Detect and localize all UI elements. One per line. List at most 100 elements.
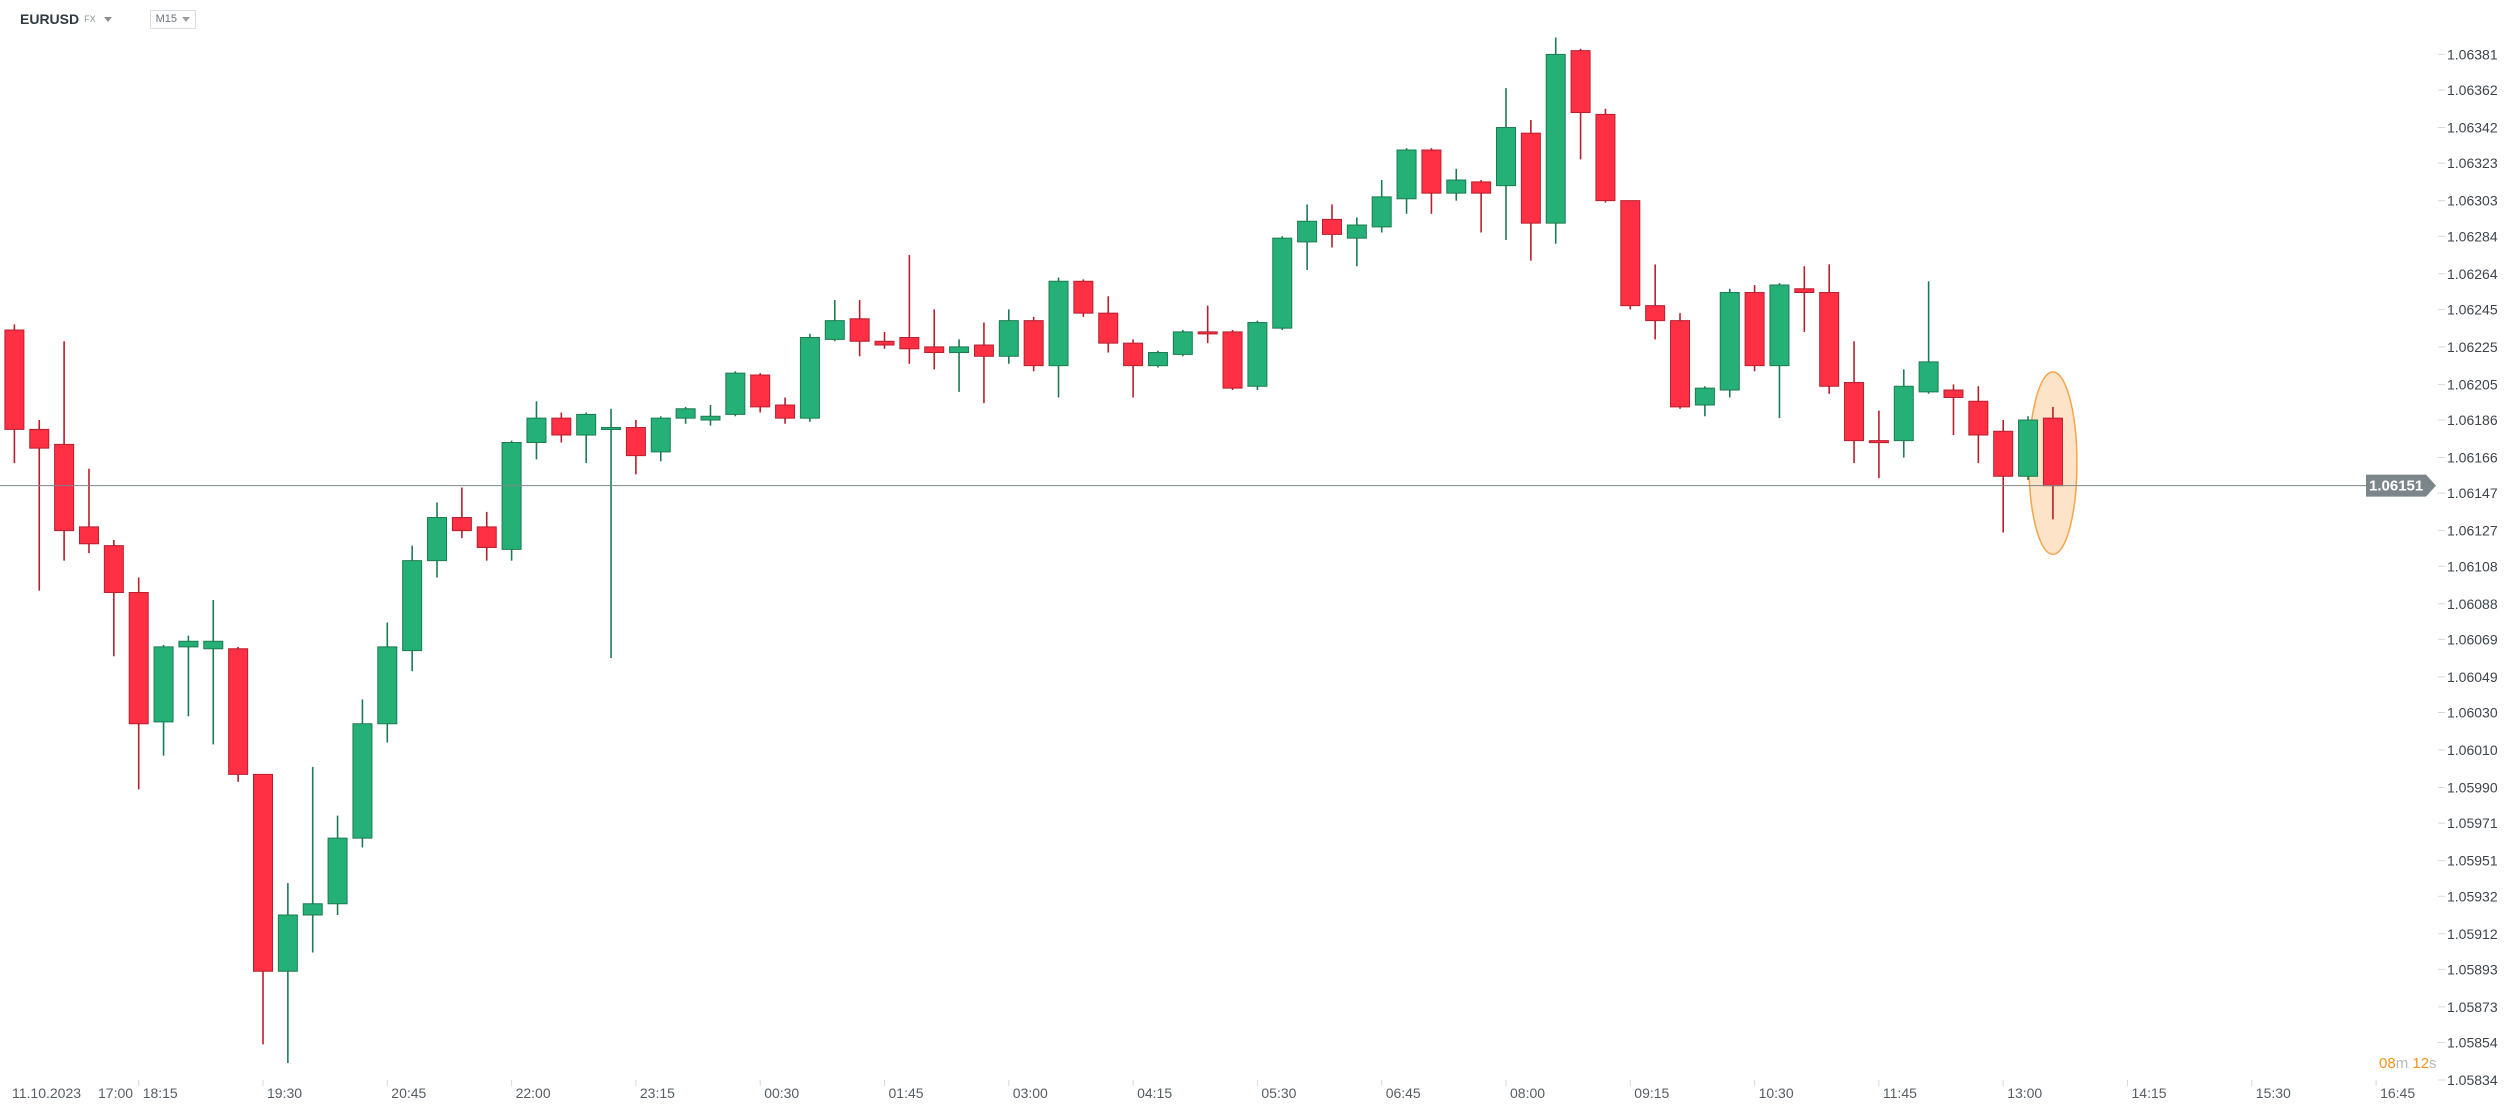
timeframe-select[interactable]: M15 (149, 9, 197, 29)
candle[interactable] (2042, 406, 2063, 520)
candle[interactable] (1023, 316, 1044, 372)
candle[interactable] (1073, 279, 1094, 317)
candle[interactable] (352, 699, 373, 848)
candle[interactable] (973, 322, 994, 404)
candle[interactable] (998, 309, 1019, 364)
y-tick-label: 1.06362 (2447, 82, 2498, 98)
candle[interactable] (874, 331, 895, 349)
candle[interactable] (78, 468, 99, 554)
candle-body (1918, 361, 1939, 393)
candle[interactable] (1794, 266, 1815, 332)
candle-body (1147, 352, 1168, 367)
candle[interactable] (924, 309, 945, 370)
candle-body (949, 346, 970, 354)
candle[interactable] (551, 412, 572, 443)
candle[interactable] (451, 487, 472, 539)
candle[interactable] (1297, 204, 1318, 271)
candle[interactable] (1943, 384, 1964, 436)
candle[interactable] (675, 406, 696, 424)
candle[interactable] (4, 324, 25, 464)
candle[interactable] (1346, 217, 1367, 267)
candle[interactable] (1496, 88, 1516, 241)
candle-body (451, 517, 472, 532)
candle[interactable] (1595, 108, 1616, 203)
candle[interactable] (54, 341, 75, 561)
candle[interactable] (1918, 281, 1939, 394)
candle[interactable] (128, 577, 149, 790)
candle[interactable] (103, 540, 124, 657)
candle[interactable] (377, 622, 398, 743)
candle[interactable] (1147, 350, 1168, 368)
candle[interactable] (1520, 120, 1541, 261)
candle[interactable] (1620, 200, 1641, 310)
candle[interactable] (1172, 330, 1193, 357)
candle-body (924, 346, 945, 354)
candle[interactable] (302, 766, 323, 953)
candle[interactable] (1719, 288, 1740, 398)
y-tick-label: 1.06323 (2447, 155, 2498, 171)
candle[interactable] (228, 646, 249, 782)
symbol-name[interactable]: EURUSD (20, 11, 80, 27)
candle[interactable] (576, 412, 597, 464)
candle[interactable] (1421, 148, 1442, 214)
candle[interactable] (1844, 341, 1865, 464)
candle[interactable] (1744, 285, 1765, 372)
candle[interactable] (178, 635, 199, 717)
candle[interactable] (427, 502, 448, 578)
candle[interactable] (1893, 369, 1914, 458)
candle[interactable] (1968, 386, 1989, 464)
candle[interactable] (1446, 168, 1467, 201)
candle[interactable] (1670, 313, 1691, 409)
candle[interactable] (2018, 416, 2039, 481)
candle[interactable] (1197, 305, 1218, 344)
candle[interactable] (1222, 330, 1243, 391)
candle[interactable] (1769, 283, 1790, 419)
candle[interactable] (1868, 410, 1889, 479)
candle[interactable] (476, 511, 497, 561)
candle[interactable] (601, 408, 622, 659)
candle[interactable] (700, 405, 721, 426)
candle[interactable] (1272, 236, 1293, 331)
candle[interactable] (650, 416, 671, 462)
symbol-dropdown-caret-icon[interactable] (103, 16, 112, 22)
candle[interactable] (526, 401, 547, 460)
candle[interactable] (1321, 204, 1342, 248)
candle-body (1794, 288, 1815, 294)
candle[interactable] (1645, 264, 1666, 340)
candle[interactable] (1247, 320, 1268, 391)
candle[interactable] (1471, 180, 1492, 233)
candle[interactable] (501, 440, 522, 561)
candle[interactable] (29, 420, 50, 591)
candle[interactable] (1570, 48, 1591, 160)
candle[interactable] (799, 333, 820, 422)
candle-body (849, 318, 870, 342)
candle[interactable] (849, 300, 870, 357)
candle[interactable] (1048, 277, 1069, 398)
candle[interactable] (402, 545, 423, 672)
candle[interactable] (277, 883, 298, 1064)
candle[interactable] (203, 600, 224, 745)
candle[interactable] (1545, 37, 1566, 244)
candle[interactable] (1993, 420, 2014, 533)
candle[interactable] (775, 397, 796, 424)
candle[interactable] (1123, 339, 1144, 398)
y-tick-label: 1.05834 (2447, 1072, 2498, 1088)
candle[interactable] (1819, 264, 1840, 394)
candle[interactable] (327, 815, 348, 916)
candle-body (103, 545, 124, 594)
candle[interactable] (725, 371, 746, 417)
candle[interactable] (899, 255, 920, 364)
candle[interactable] (1694, 386, 1715, 417)
candle[interactable] (625, 420, 646, 475)
candle[interactable] (824, 300, 845, 342)
candle[interactable] (153, 645, 174, 756)
candle[interactable] (1396, 148, 1417, 214)
y-tick-label: 1.05971 (2447, 815, 2498, 831)
candle[interactable] (253, 773, 273, 1045)
candle-body (4, 329, 25, 430)
candle[interactable] (750, 373, 771, 413)
candle[interactable] (1098, 296, 1119, 353)
candle[interactable] (949, 339, 970, 392)
candle[interactable] (1371, 180, 1392, 233)
